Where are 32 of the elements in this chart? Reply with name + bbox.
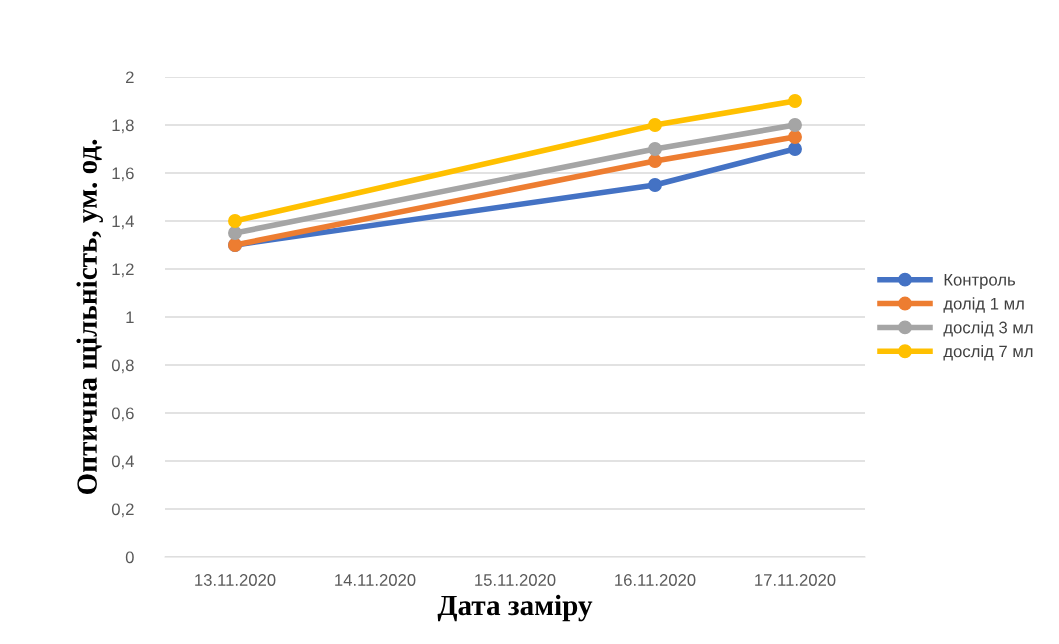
legend-label: долід 1 мл <box>943 297 1024 313</box>
y-tick-label: 2 <box>126 71 134 84</box>
y-tick-label: 1,4 <box>112 215 134 230</box>
point <box>788 130 802 144</box>
y-tick-label: 0,2 <box>111 503 134 518</box>
legend-label: Контроль <box>944 274 1016 289</box>
point <box>228 214 242 228</box>
point <box>648 178 662 192</box>
y-tick-label: 0,4 <box>111 455 134 470</box>
x-axis-title: Дата заміру <box>437 594 593 622</box>
legend-label: дослід 7 мл <box>943 345 1033 361</box>
point <box>648 118 662 132</box>
x-tick-label: 17.11.2020 <box>755 574 836 586</box>
y-tick-label: 1,8 <box>112 119 134 134</box>
y-tick-label: 1 <box>126 311 134 324</box>
y-tick-label: 0,6 <box>111 407 134 422</box>
x-tick-label: 16.11.2020 <box>615 574 696 586</box>
point <box>648 142 662 156</box>
y-tick-label: 1,2 <box>112 263 134 278</box>
point <box>228 226 242 240</box>
point <box>648 154 662 168</box>
x-tick-label: 14.11.2020 <box>335 574 416 586</box>
y-tick-label: 1,6 <box>112 167 134 182</box>
x-tick-label: 15.11.2020 <box>475 574 556 586</box>
point <box>788 142 802 156</box>
y-axis-title: Оптична щільність, ум. од. <box>76 139 103 495</box>
x-tick-label: 13.11.2020 <box>195 574 276 586</box>
legend-label: дослід 3 мл <box>943 321 1033 337</box>
y-tick-label: 0,8 <box>111 359 134 374</box>
y-tick-label: 0 <box>125 551 134 564</box>
point <box>788 118 802 132</box>
point <box>788 94 802 108</box>
